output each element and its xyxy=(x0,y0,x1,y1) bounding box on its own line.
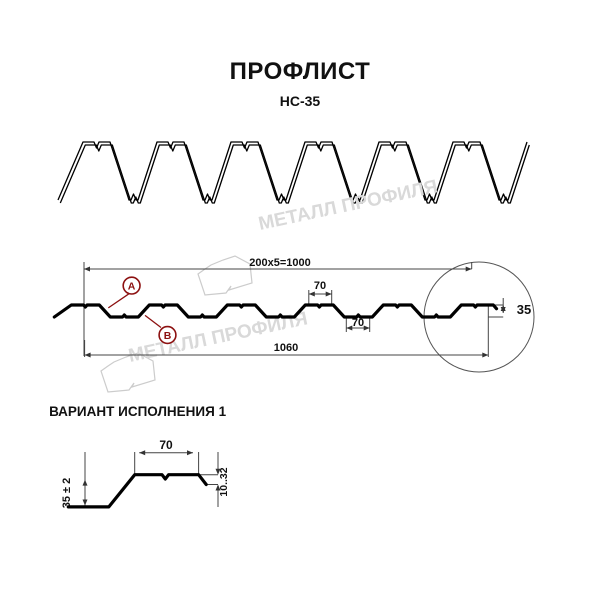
svg-text:70: 70 xyxy=(159,438,173,452)
svg-text:70: 70 xyxy=(352,317,364,329)
svg-text:70: 70 xyxy=(314,280,326,292)
svg-text:A: A xyxy=(128,281,136,293)
svg-text:ВАРИАНТ ИСПОЛНЕНИЯ 1: ВАРИАНТ ИСПОЛНЕНИЯ 1 xyxy=(49,404,226,419)
svg-text:10..32: 10..32 xyxy=(218,467,230,496)
svg-text:35 ± 2: 35 ± 2 xyxy=(61,478,73,509)
svg-text:35: 35 xyxy=(517,302,531,317)
svg-text:200x5=1000: 200x5=1000 xyxy=(249,257,310,269)
svg-text:1060: 1060 xyxy=(274,342,298,354)
svg-text:B: B xyxy=(164,330,172,342)
